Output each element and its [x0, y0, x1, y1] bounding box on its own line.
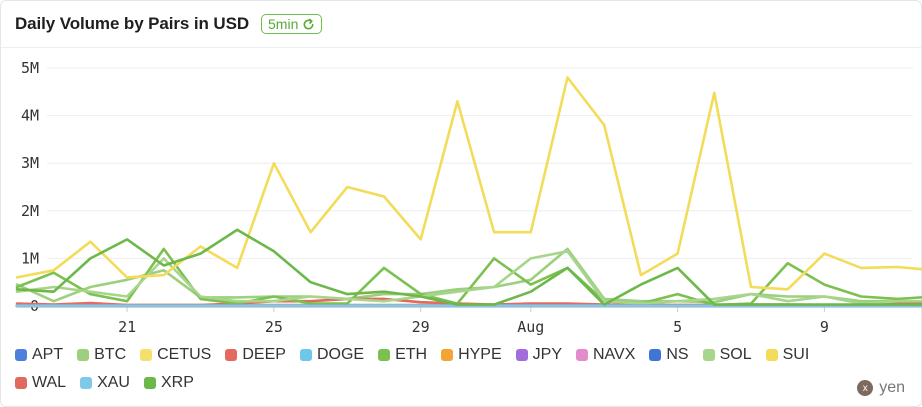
legend-label: XRP [160, 374, 194, 391]
legend-swatch [441, 349, 454, 361]
x-tick-label: 5 [673, 318, 682, 336]
y-tick-label: 1M [21, 249, 39, 267]
legend-swatch [15, 377, 27, 389]
legend-item-hype[interactable]: HYPE [441, 345, 502, 365]
x-tick-label: 21 [118, 318, 136, 336]
card-header: Daily Volume by Pairs in USD 5min [15, 11, 323, 37]
legend-label: NS [666, 346, 689, 363]
legend-swatch [765, 349, 778, 361]
x-tick-label: 9 [820, 318, 829, 336]
legend-swatch [80, 377, 93, 389]
x-tick-label: 29 [412, 318, 430, 336]
legend-item-btc[interactable]: BTC [77, 345, 126, 365]
user-badge: x yen [857, 379, 905, 397]
legend-label: XAU [97, 374, 130, 391]
y-tick-label: 5M [21, 59, 39, 77]
avatar: x [857, 380, 874, 396]
legend-label: DEEP [242, 346, 286, 363]
x-tick-label: 25 [265, 318, 283, 336]
legend-item-apt[interactable]: APT [15, 345, 63, 365]
legend-label: NAVX [592, 346, 636, 363]
legend-label: APT [32, 346, 64, 363]
legend-label: HYPE [458, 346, 502, 363]
legend-item-jpy[interactable]: JPY [515, 345, 562, 365]
legend-item-xrp[interactable]: XRP [143, 373, 194, 393]
legend-item-navx[interactable]: NAVX [575, 345, 636, 365]
legend-item-sui[interactable]: SUI [765, 345, 810, 365]
refresh-interval-label: 5min [268, 16, 299, 32]
legend-swatch [702, 349, 715, 361]
legend-swatch [225, 349, 238, 361]
refresh-icon [303, 18, 314, 29]
y-tick-label: 2M [21, 202, 39, 220]
header-divider [1, 47, 921, 48]
legend-swatch [15, 349, 27, 361]
series-line-xrp [15, 228, 922, 306]
legend-swatch [140, 349, 153, 361]
legend-label: JPY [532, 346, 562, 363]
y-tick-label: 4M [21, 107, 39, 125]
y-tick-label: 3M [21, 154, 39, 172]
legend-item-wal[interactable]: WAL [15, 373, 66, 393]
legend-item-cetus[interactable]: CETUS [140, 345, 211, 365]
legend-label: SOL [719, 346, 752, 363]
legend-swatch [515, 349, 528, 361]
legend-swatch [77, 349, 90, 361]
legend-item-deep[interactable]: DEEP [225, 345, 286, 365]
legend-swatch [575, 349, 588, 361]
legend-item-sol[interactable]: SOL [702, 345, 752, 365]
legend-swatch [378, 349, 391, 361]
legend-item-doge[interactable]: DOGE [299, 345, 365, 365]
legend-swatch [299, 349, 312, 361]
legend-label: BTC [94, 346, 127, 363]
legend-swatch [143, 377, 156, 389]
legend-label: SUI [782, 346, 810, 363]
chart-title: Daily Volume by Pairs in USD [15, 14, 250, 33]
series-line-sol [15, 250, 922, 305]
legend-item-ns[interactable]: NS [649, 345, 689, 365]
legend-swatch [649, 349, 662, 361]
legend-label: CETUS [157, 346, 212, 363]
user-name: yen [879, 379, 905, 396]
x-tick-label: Aug [517, 318, 544, 336]
chart-legend: APT BTC CETUS DEEP DOGE ETH HYPE JPY NAVX NS SOL SU… [15, 345, 855, 393]
refresh-badge[interactable]: 5min [261, 14, 323, 34]
legend-label: WAL [32, 374, 67, 391]
legend-item-eth[interactable]: ETH [378, 345, 427, 365]
legend-label: DOGE [316, 346, 365, 363]
legend-item-xau[interactable]: XAU [80, 373, 130, 393]
line-chart: 01M2M3M4M5M212529Aug591317 [15, 59, 922, 336]
legend-label: ETH [395, 346, 428, 363]
